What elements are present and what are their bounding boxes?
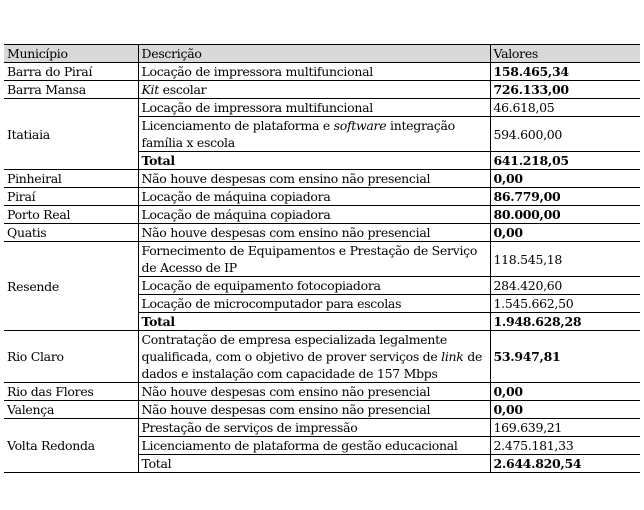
table-row: Total 641.218,05 (4, 151, 640, 170)
valor-cell: 0,00 (489, 400, 640, 419)
header-valores: Valores (489, 44, 640, 63)
valor-cell: 2.475.181,33 (489, 436, 640, 455)
valor-cell: 118.545,18 (489, 241, 640, 277)
descricao-cell: Locação de equipamento fotocopiadora (138, 276, 491, 295)
valor-cell: 1.545.662,50 (489, 294, 640, 313)
municipio-cell: Volta Redonda (4, 418, 139, 473)
descricao-cell: Prestação de serviços de impressão (137, 418, 491, 437)
descricao-text: Licenciamento de plataforma e (141, 118, 334, 133)
valor-cell: 2.644.820,54 (489, 454, 640, 473)
descricao-text: Fornecimento de Equipamentos e Prestação… (141, 243, 478, 275)
table-row: Rio das Flores Não houve despesas com ens… (4, 382, 640, 401)
descricao-cell: Contratação de empresa especializada leg… (137, 330, 491, 383)
table-row: Barra do Piraí Locação de impressora mult… (4, 62, 640, 81)
descricao-text: Contratação de empresa especializada leg… (141, 332, 448, 364)
valor-cell: 169.639,21 (489, 418, 640, 437)
municipio-cell: Barra do Piraí (4, 62, 139, 81)
valor-cell: 284.420,60 (489, 276, 640, 295)
descricao-cell: Locação de microcomputador para escolas (138, 294, 491, 313)
municipio-cell: Piraí (4, 187, 139, 206)
table-row: Porto Real Locação de máquina copiadora 80… (4, 205, 640, 224)
municipio-cell: Rio das Flores (4, 382, 139, 401)
table-row: Itatiaia Locação de impressora multifunci… (4, 98, 640, 170)
valor-cell: 0,00 (489, 169, 640, 188)
table-row: Quatis Não houve despesas com ensino não … (4, 223, 640, 242)
descricao-cell: Fornecimento de Equipamentos e Prestação… (137, 241, 491, 277)
header-municipio: Município (4, 44, 139, 63)
descricao-text: Locação de microcomputador para escolas (141, 296, 402, 311)
descricao-cell: Total (138, 151, 491, 170)
municipio-cell: Itatiaia (4, 98, 139, 170)
municipio-cell: Valença (4, 400, 139, 419)
descricao-cell: Locação de impressora multifuncional (137, 98, 491, 117)
table-row: Locação de microcomputador para escolas 1… (4, 294, 640, 313)
descricao-text: Kit (141, 82, 160, 97)
descricao-text: de dados e instalação com capacidade de … (141, 349, 483, 381)
header-descricao: Descrição (137, 44, 491, 63)
descricao-text: Locação de impressora multifuncional (141, 64, 374, 79)
descricao-cell: Total (138, 312, 491, 331)
table-row: Barra Mansa Kit escolar 726.133,00 (4, 80, 640, 99)
municipio-cell: Barra Mansa (4, 80, 139, 99)
descricao-cell: Licenciamento de plataforma e software i… (138, 116, 491, 152)
valor-cell: 80.000,00 (489, 205, 640, 224)
descricao-text: Locação de equipamento fotocopiadora (141, 278, 381, 293)
valor-cell: 53.947,81 (489, 330, 640, 383)
valor-cell: 594.600,00 (489, 116, 640, 152)
municipio-cell: Resende (4, 241, 139, 331)
descricao-text: Total (141, 456, 172, 471)
descricao-cell: Licenciamento de plataforma de gestão ed… (138, 436, 491, 455)
valor-cell: 0,00 (489, 223, 640, 242)
descricao-text: Locação de máquina copiadora (141, 189, 331, 204)
table-row: Volta Redonda Prestação de serviços de im… (4, 418, 640, 473)
municipio-cell: Quatis (4, 223, 139, 242)
descricao-cell: Kit escolar (137, 80, 491, 99)
descricao-text: link (441, 349, 464, 364)
table-row: Total 1.948.628,28 (4, 312, 640, 331)
descricao-text: Locação de impressora multifuncional (141, 100, 374, 115)
descricao-text: Não houve despesas com ensino não presen… (141, 384, 431, 399)
descricao-text: integração família x escola (141, 118, 456, 150)
municipio-cell: Pinheiral (4, 169, 139, 188)
descricao-text: Total (141, 153, 176, 168)
descricao-cell: Não houve despesas com ensino não presen… (137, 223, 491, 242)
table-row: Locação de equipamento fotocopiadora 284.… (4, 276, 640, 295)
descricao-cell: Locação de máquina copiadora (137, 187, 491, 206)
table-row: Total 2.644.820,54 (4, 454, 640, 473)
descricao-text: Não houve despesas com ensino não presen… (141, 225, 431, 240)
descricao-text: Não houve despesas com ensino não presen… (141, 171, 431, 186)
valor-cell: 0,00 (489, 382, 640, 401)
valor-cell: 641.218,05 (489, 151, 640, 170)
descricao-text: Prestação de serviços de impressão (141, 420, 358, 435)
descricao-cell: Locação de impressora multifuncional (137, 62, 491, 81)
descricao-text: Licenciamento de plataforma de gestão ed… (141, 438, 458, 453)
descricao-cell: Total (138, 454, 491, 473)
valor-cell: 86.779,00 (489, 187, 640, 206)
table-row: Piraí Locação de máquina copiadora 86.779,… (4, 187, 640, 206)
descricao-text: escolar (158, 82, 207, 97)
valor-cell: 46.618,05 (489, 98, 640, 117)
descricao-text: Locação de máquina copiadora (141, 207, 331, 222)
valor-cell: 1.948.628,28 (489, 312, 640, 331)
descricao-cell: Não houve despesas com ensino não presen… (137, 400, 491, 419)
descricao-cell: Não houve despesas com ensino não presen… (137, 169, 491, 188)
descricao-text: software (333, 118, 387, 133)
descricao-text: Total (141, 314, 176, 329)
table-row: Valença Não houve despesas com ensino não… (4, 400, 640, 419)
table-row: Pinheiral Não houve despesas com ensino n… (4, 169, 640, 188)
header-row: Município Descrição Valores (4, 44, 640, 63)
table-row: Rio Claro Contratação de empresa especial… (4, 330, 640, 383)
municipio-cell: Porto Real (4, 205, 139, 224)
table-body: Barra do Piraí Locação de impressora mult… (4, 62, 640, 473)
descricao-text: Não houve despesas com ensino não presen… (141, 402, 431, 417)
table-row: Resende Fornecimento de Equipamentos e Pr… (4, 241, 640, 331)
valor-cell: 726.133,00 (489, 80, 640, 99)
valor-cell: 158.465,34 (489, 62, 640, 81)
descricao-cell: Não houve despesas com ensino não presen… (137, 382, 491, 401)
municipio-cell: Rio Claro (4, 330, 139, 383)
expenses-table: Município Descrição Valores Barra do Pir… (4, 44, 640, 473)
table-row: Licenciamento de plataforma de gestão ed… (4, 436, 640, 455)
descricao-cell: Locação de máquina copiadora (137, 205, 491, 224)
